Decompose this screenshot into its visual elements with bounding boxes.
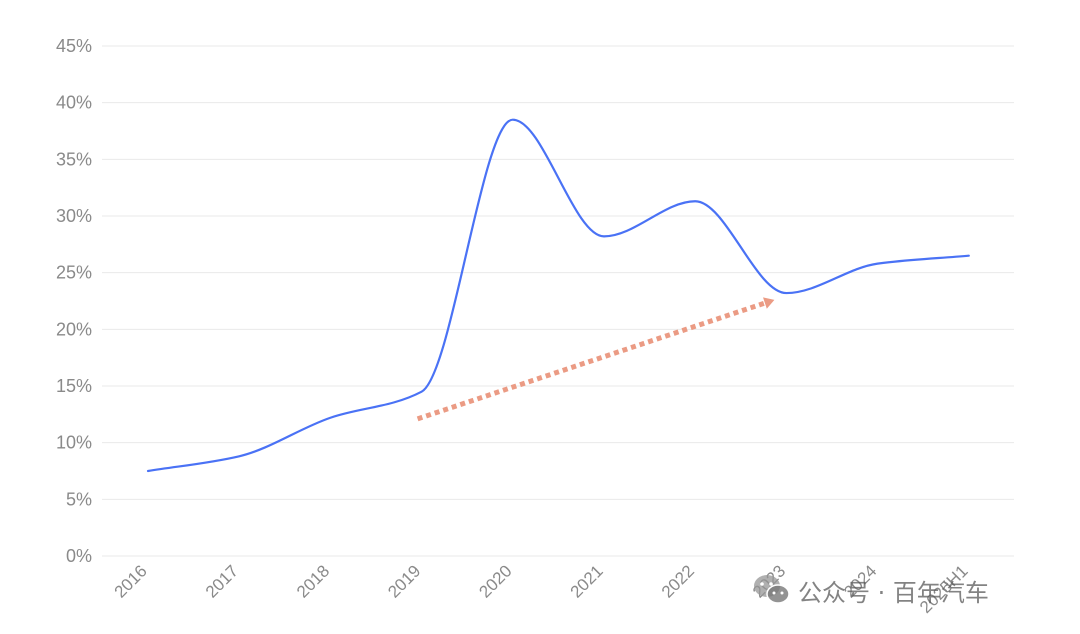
watermark-text: 公众号 · 百年汽车 (798, 578, 989, 607)
trend-arrow-shaft (416, 300, 766, 422)
y-tick-label: 0% (66, 546, 92, 566)
data-point (693, 199, 697, 203)
data-point (967, 254, 971, 258)
y-tick-label: 10% (56, 433, 92, 453)
data-point (876, 262, 880, 266)
data-point (237, 454, 241, 458)
trend-arrow (416, 297, 775, 422)
x-tick-label: 2021 (567, 561, 607, 601)
data-point (784, 291, 788, 295)
y-tick-label: 40% (56, 93, 92, 113)
data-point (511, 118, 515, 122)
y-tick-label: 35% (56, 149, 92, 169)
data-point (602, 234, 606, 238)
grid-lines (102, 45, 1014, 557)
series-lines (146, 118, 971, 473)
x-tick-label: 2016 (111, 561, 151, 601)
y-tick-label: 5% (66, 489, 92, 509)
data-point (146, 469, 150, 473)
y-axis-ticks: 0% 5% 10% 15% 20% 25% 30% 35% 40% 45% (56, 36, 92, 566)
data-point (328, 416, 332, 420)
x-tick-label: 2018 (293, 561, 333, 601)
y-tick-label: 15% (56, 376, 92, 396)
x-tick-label: 2019 (384, 561, 424, 601)
x-tick-label: 2020 (475, 561, 515, 601)
trend-arrow-head (763, 297, 775, 309)
y-tick-label: 20% (56, 319, 92, 339)
wechat-icon (754, 575, 790, 604)
x-tick-label: 2017 (202, 561, 242, 601)
series-line (146, 118, 970, 473)
y-tick-label: 25% (56, 263, 92, 283)
data-point (420, 390, 424, 394)
y-tick-label: 30% (56, 206, 92, 226)
x-tick-label: 2022 (658, 561, 698, 601)
watermark: 公众号 · 百年汽车 (752, 572, 989, 608)
y-tick-label: 45% (56, 36, 92, 56)
